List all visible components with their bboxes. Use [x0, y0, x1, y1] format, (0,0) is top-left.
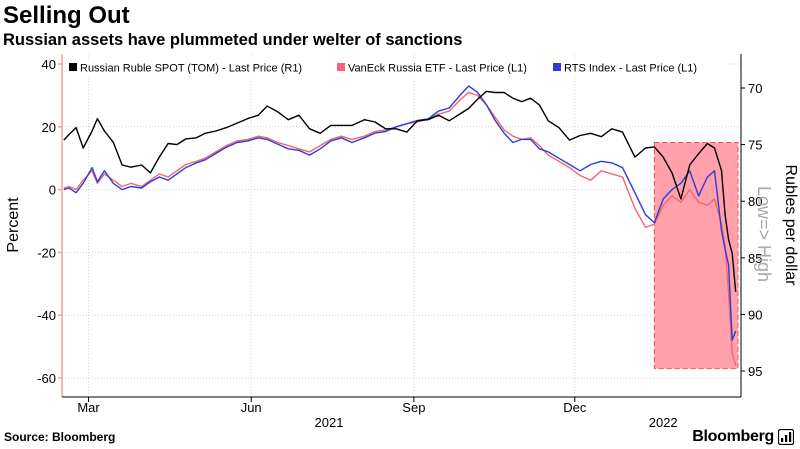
chart-subtitle: Russian assets have plummeted under welt… — [3, 31, 463, 49]
left-tick-label: -20 — [37, 245, 56, 260]
right-tick-label: 95 — [748, 364, 762, 379]
legend-background — [65, 58, 727, 77]
left-tick-label: -60 — [37, 371, 56, 386]
left-tick-label: -40 — [37, 308, 56, 323]
chart-title: Selling Out — [3, 2, 130, 29]
legend-swatch — [553, 63, 561, 71]
x-tick-label: Jun — [241, 400, 262, 415]
right-axis-title: Rubles per dollar — [782, 165, 799, 287]
x-year-label: 2021 — [315, 415, 344, 430]
right-tick-label: 80 — [748, 194, 762, 209]
legend-swatch — [69, 63, 77, 71]
legend-label: VanEck Russia ETF - Last Price (L1) — [348, 63, 527, 75]
right-axis-direction-note: Low=> High — [754, 186, 774, 282]
legend-label: RTS Index - Last Price (L1) — [564, 63, 697, 75]
chart-icon — [778, 429, 794, 445]
right-tick-label: 85 — [748, 251, 762, 266]
legend: Russian Ruble SPOT (TOM) - Last Price (R… — [65, 58, 727, 77]
grid-layer — [62, 54, 741, 397]
legend-label: Russian Ruble SPOT (TOM) - Last Price (R… — [80, 63, 302, 75]
left-axis-ticks: 40 20 0 -20 -40 -60 — [37, 57, 62, 386]
vaneck-etf-line — [63, 91, 737, 366]
left-tick-label: 40 — [42, 57, 56, 72]
x-axis-ticks: Mar Jun Sep Dec 2021 2022 — [62, 396, 741, 430]
right-tick-label: 70 — [748, 81, 762, 96]
brand-logo: Bloomberg — [692, 428, 774, 445]
right-tick-label: 75 — [748, 138, 762, 153]
ruble-spot-line — [63, 90, 737, 292]
right-axis-ticks: 70 75 80 85 90 95 — [741, 81, 762, 379]
rts-index-line — [63, 85, 737, 341]
x-tick-label: Sep — [402, 400, 425, 415]
source-note: Source: Bloomberg — [4, 430, 116, 444]
x-tick-label: Dec — [563, 400, 587, 415]
left-axis-title: Percent — [5, 197, 22, 253]
left-tick-label: 20 — [42, 120, 56, 135]
x-year-label: 2022 — [649, 415, 678, 430]
series-layer — [63, 85, 737, 366]
left-tick-label: 0 — [49, 183, 56, 198]
x-tick-label: Mar — [77, 400, 100, 415]
sanctions-highlight-zone — [653, 142, 739, 370]
legend-swatch — [337, 63, 345, 71]
right-tick-label: 90 — [748, 307, 762, 322]
